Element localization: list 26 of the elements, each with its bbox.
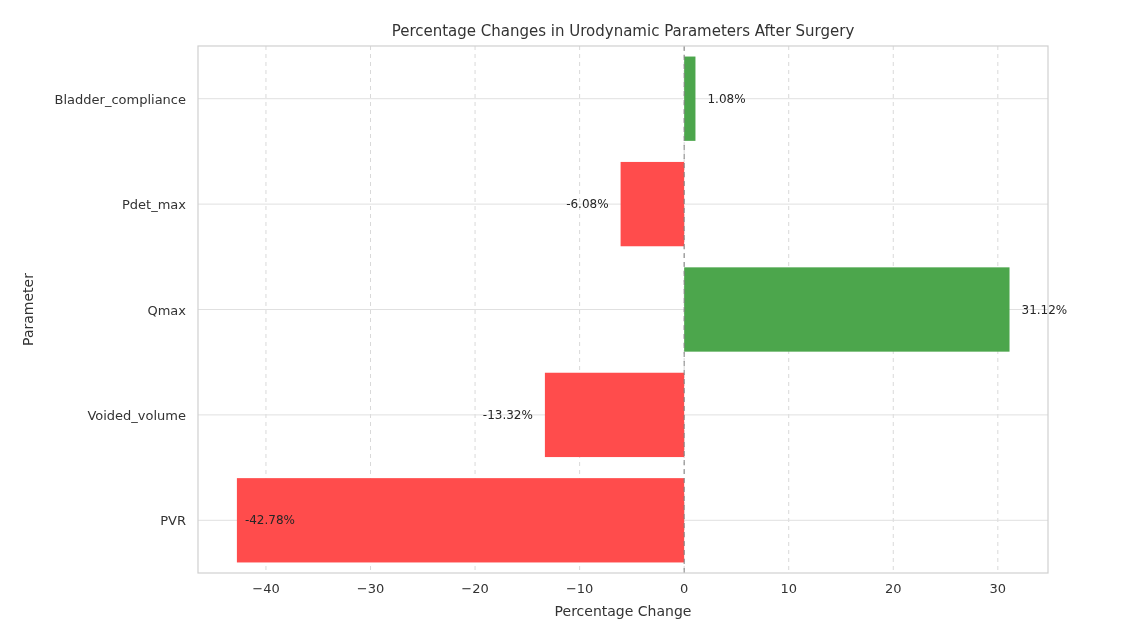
x-tick-label: 20	[884, 581, 902, 596]
x-tick-label: 10	[780, 581, 797, 596]
bar	[620, 161, 685, 247]
data-label: -6.08%	[566, 197, 609, 212]
data-label: 1.08%	[707, 91, 746, 106]
y-axis-title: Parameter	[20, 272, 36, 346]
data-label: -42.78%	[244, 513, 295, 528]
bar	[684, 267, 1010, 352]
x-tick-label: −40	[252, 581, 280, 596]
data-label: -13.32%	[482, 407, 533, 422]
x-tick-label: −10	[565, 581, 594, 596]
y-tick-label: PVR	[160, 513, 186, 529]
y-tick-label: Voided_volume	[87, 407, 186, 423]
data-label: 31.12%	[1021, 302, 1068, 317]
y-tick-label: Bladder_compliance	[54, 91, 186, 107]
x-axis-title: Percentage Change	[554, 603, 692, 619]
bar	[544, 372, 685, 458]
y-tick-label: Qmax	[147, 302, 187, 318]
bar	[684, 56, 696, 141]
x-tick-label: 0	[680, 581, 689, 596]
bar	[236, 478, 685, 563]
x-tick-label: −20	[461, 581, 489, 596]
x-tick-label: −30	[356, 581, 385, 596]
chart-title: Percentage Changes in Urodynamic Parameters After Surgery	[391, 22, 855, 40]
x-tick-label: 30	[989, 581, 1007, 596]
y-tick-label: Pdet_max	[121, 197, 187, 213]
